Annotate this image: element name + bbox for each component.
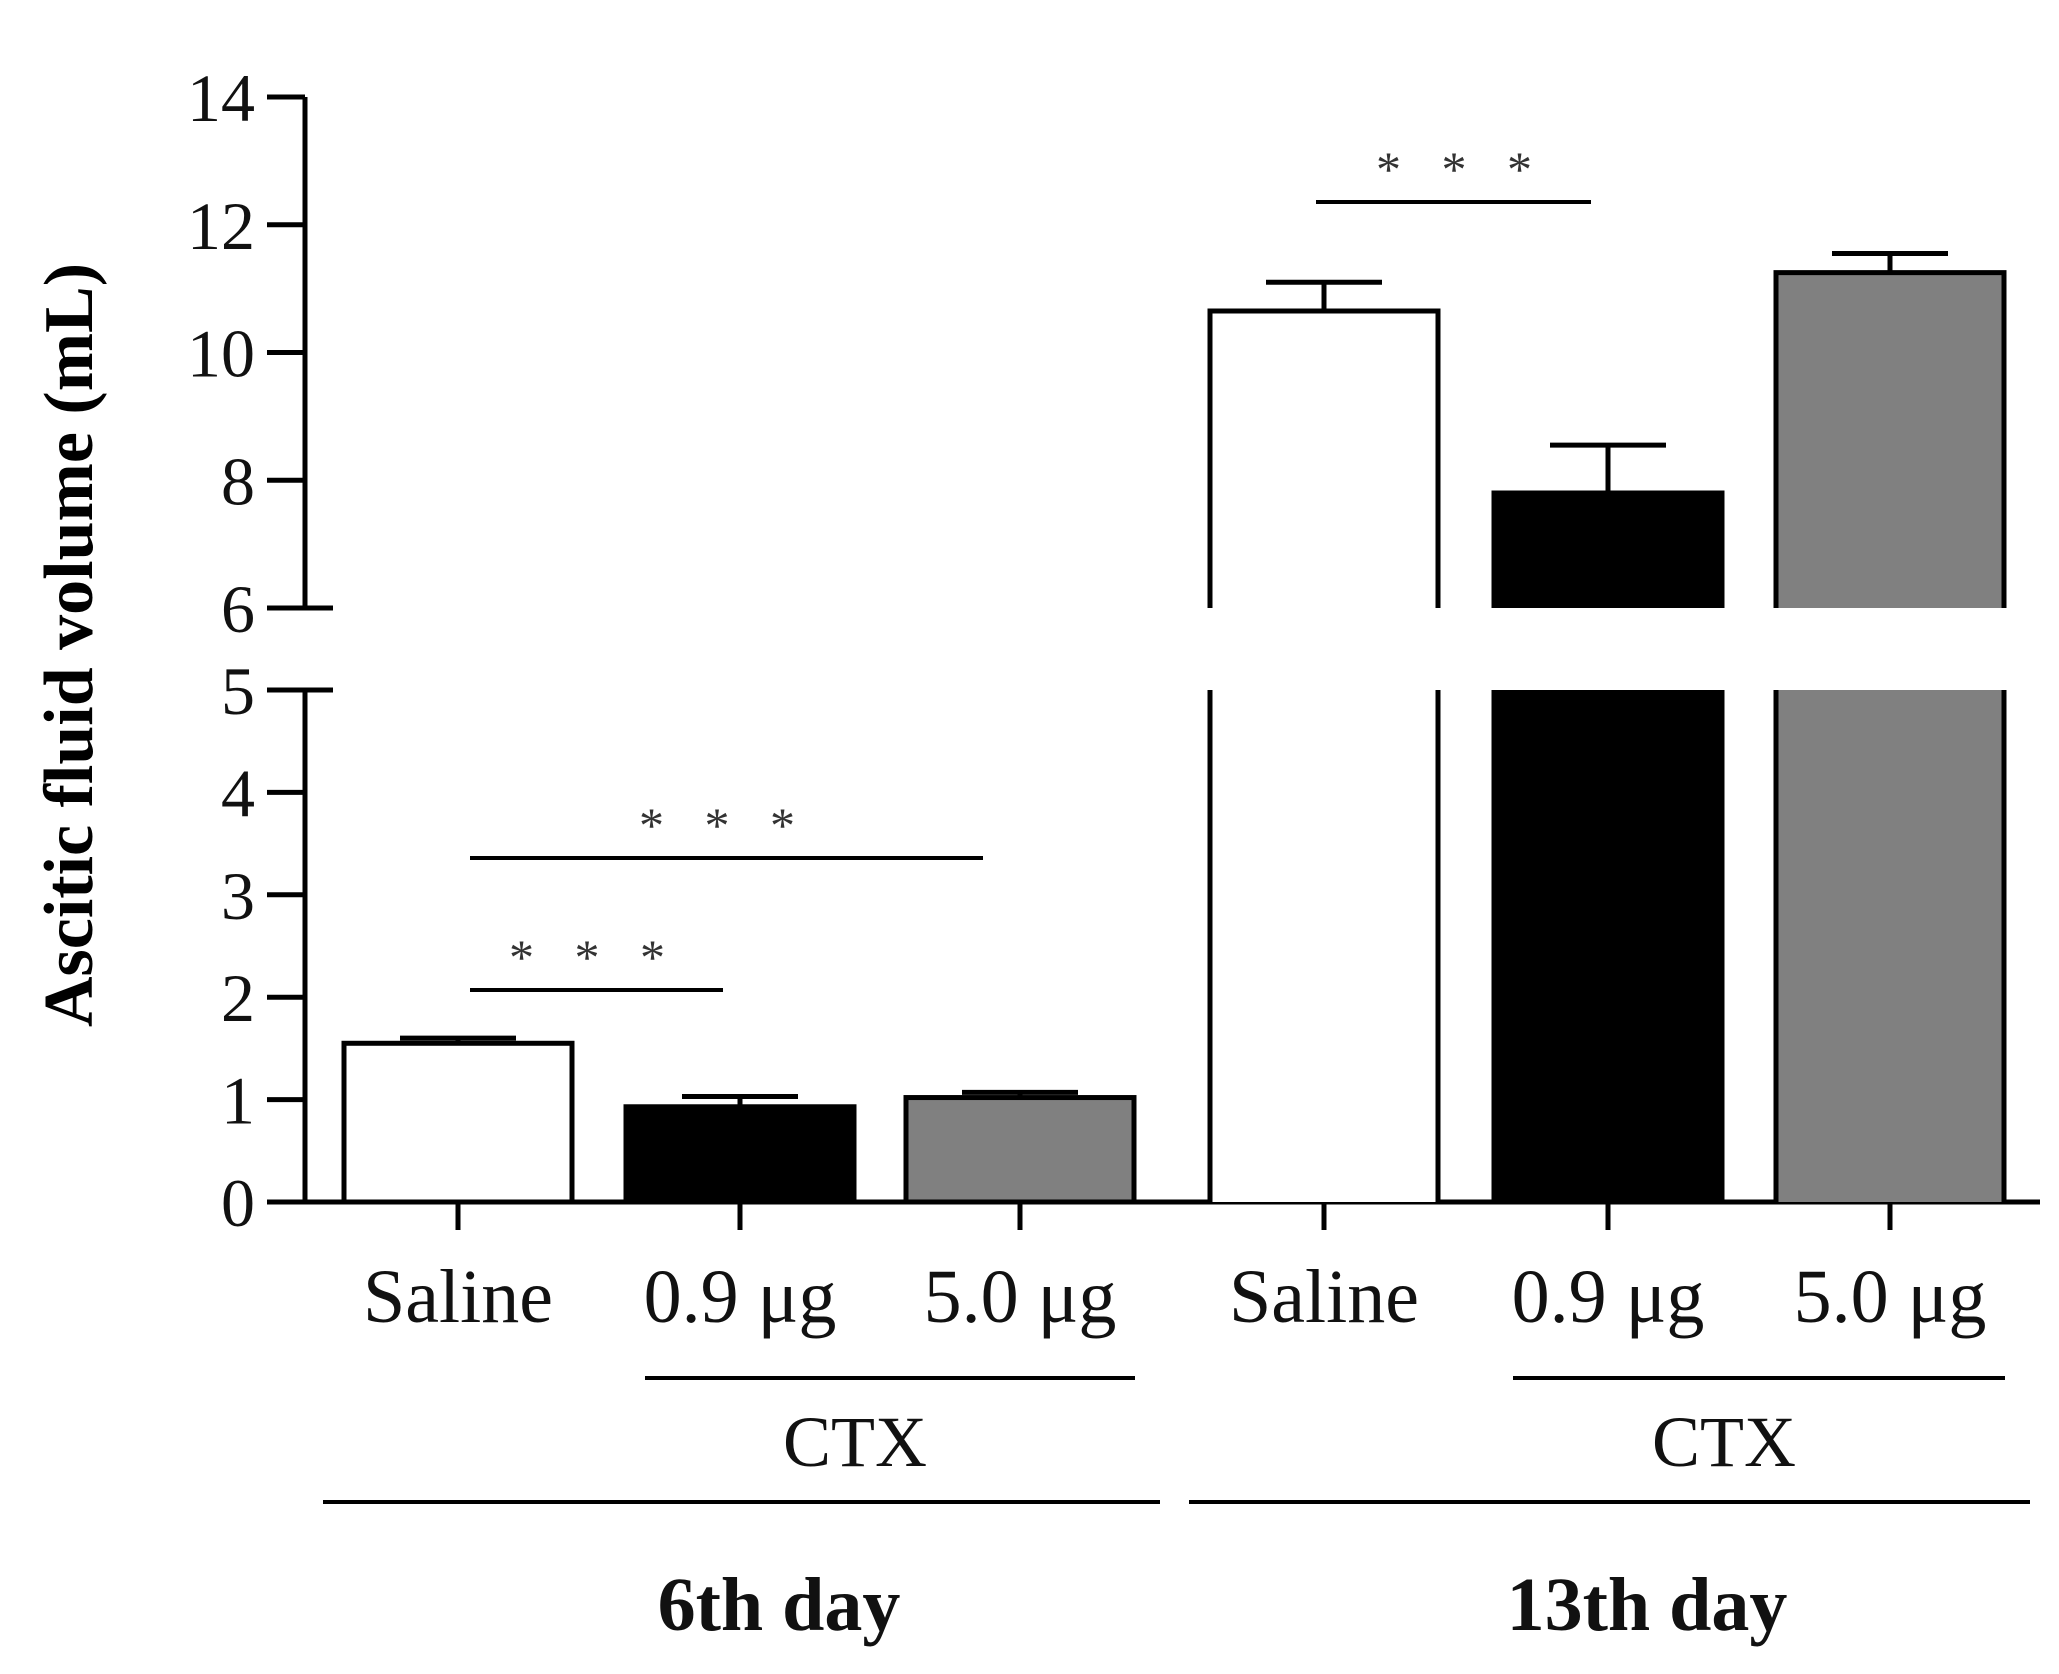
category-label: 5.0 μg — [1794, 1255, 1987, 1339]
y-tick-label: 3 — [221, 858, 255, 934]
category-label: 0.9 μg — [1512, 1255, 1705, 1339]
bar — [903, 1095, 1137, 1205]
bar-lower-outline — [1773, 690, 2007, 1202]
significance-stars: * * * — [509, 929, 679, 985]
y-axis-label: Ascitic fluid volume (mL) — [31, 263, 108, 1027]
y-tick-label: 6 — [221, 571, 255, 647]
y-tick-label: 2 — [221, 960, 255, 1036]
bar — [341, 1040, 575, 1205]
category-labels: Saline 0.9 μg 5.0 μg CTX 6th day Saline 0.9 μg… — [323, 1255, 2030, 1647]
bar — [623, 1104, 857, 1205]
bar-lower-segment — [1776, 690, 2004, 1202]
ctx-label: CTX — [783, 1402, 927, 1482]
bar-upper-outline — [1491, 490, 1725, 608]
bar-upper-outline — [1773, 270, 2007, 608]
category-label: 5.0 μg — [924, 1255, 1117, 1339]
bar-upper-outline — [1207, 308, 1441, 608]
group-label: 13th day — [1507, 1563, 1788, 1647]
y-tick-label: 8 — [221, 443, 255, 519]
significance-stars: * * * — [639, 797, 809, 853]
bar-upper-segment — [1776, 272, 2004, 608]
y-tick-label: 0 — [221, 1165, 255, 1241]
y-tick-label: 4 — [221, 755, 255, 831]
ctx-label: CTX — [1652, 1402, 1796, 1482]
bar-lower-segment — [1210, 690, 1438, 1202]
category-label: Saline — [363, 1255, 553, 1339]
significance-annotations: * * * * * * * * * — [470, 141, 1591, 992]
y-tick-label: 14 — [187, 60, 255, 136]
y-tick-label: 5 — [221, 653, 255, 729]
y-tick-label: 1 — [221, 1063, 255, 1139]
bar-lower-segment — [1494, 690, 1722, 1202]
category-label: 0.9 μg — [644, 1255, 837, 1339]
category-label: Saline — [1229, 1255, 1419, 1339]
y-tick-label: 10 — [187, 316, 255, 392]
bar-lower-outline — [1491, 690, 1725, 1202]
bars — [341, 250, 2007, 1205]
bar-upper-segment — [1210, 310, 1438, 608]
group-label: 6th day — [658, 1563, 901, 1647]
bar-lower-outline — [1207, 690, 1441, 1202]
significance-stars: * * * — [1376, 141, 1546, 197]
bar-upper-segment — [1494, 493, 1722, 608]
y-tick-label: 12 — [187, 188, 255, 264]
